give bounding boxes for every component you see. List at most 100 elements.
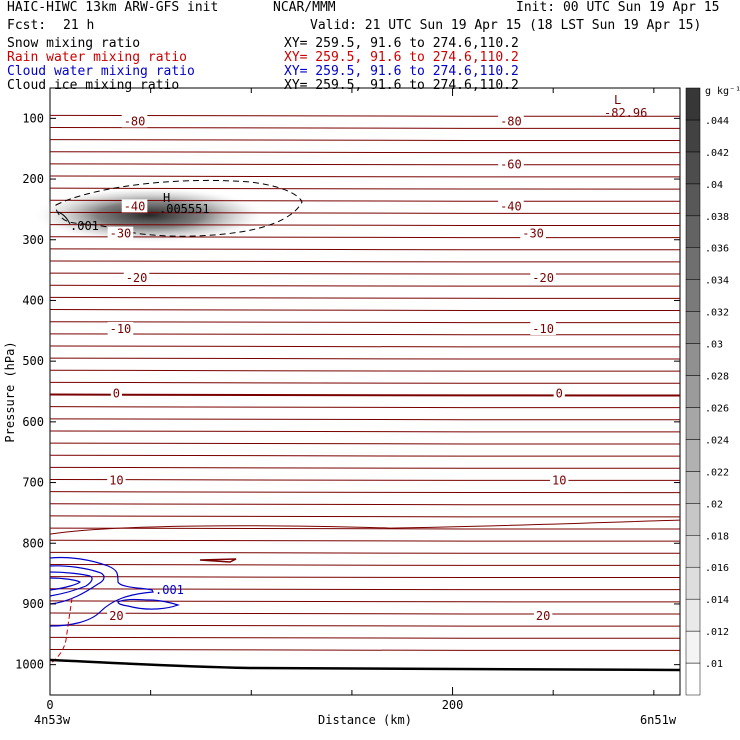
fcst-value: 21 h xyxy=(63,18,95,33)
temperature-contours xyxy=(49,114,681,651)
colorbar-segment xyxy=(685,503,701,536)
max-value: .005551 xyxy=(159,202,210,216)
colorbar-segment xyxy=(685,87,701,121)
temperature-label-bg xyxy=(498,114,524,128)
colorbar-segment xyxy=(685,662,701,696)
isotherm-line xyxy=(49,515,681,518)
min-value: -82.96 xyxy=(604,106,647,120)
temperature-label: -20 xyxy=(532,271,554,285)
y-axis-label: Pressure (hPa) xyxy=(3,341,17,442)
isotherm-line xyxy=(49,260,681,263)
isotherm-line xyxy=(49,430,681,433)
colorbar-tick-label: .012 xyxy=(705,627,729,638)
isotherm-line xyxy=(49,126,681,129)
rain-contour xyxy=(49,597,73,665)
temperature-label-bg xyxy=(498,199,524,213)
isotherm-line xyxy=(49,139,681,142)
temperature-label-bg xyxy=(550,473,569,487)
y-tick-label: 900 xyxy=(22,597,44,611)
isotherm-line xyxy=(49,466,681,469)
colorbar-tick-label: .032 xyxy=(705,308,729,319)
plot-frame xyxy=(49,87,681,696)
temperature-label: 0 xyxy=(556,386,563,400)
isotherm-line xyxy=(49,418,681,421)
y-tick-label: 1000 xyxy=(15,658,44,672)
colorbar-tick-label: .022 xyxy=(705,467,729,478)
isotherm-line xyxy=(49,345,681,348)
isotherm-line xyxy=(49,393,681,397)
valid-time: Valid: 21 UTC Sun 19 Apr 15 (18 LST Sun … xyxy=(310,18,702,33)
colorbar-tick-label: .036 xyxy=(705,244,729,255)
colorbar-segment xyxy=(685,247,701,280)
colorbar-segment xyxy=(685,566,701,600)
temperature-label: -80 xyxy=(124,114,146,128)
isotherm-line xyxy=(49,539,681,542)
field-snow-name: Snow mixing ratio xyxy=(7,36,141,51)
y-tick-label: 400 xyxy=(22,293,44,307)
field-rain-xy: XY= 259.5, 91.6 to 274.6,110.2 xyxy=(284,50,519,65)
isotherm-line xyxy=(49,369,681,372)
init-time: Init: 00 UTC Sun 19 Apr 15 xyxy=(516,0,720,15)
colorbar-tick-label: .028 xyxy=(705,372,729,383)
colorbar-segment xyxy=(685,471,701,504)
temperature-labels: -80 -80-60-40 -40-30 -30-20 -20-10 -100 010 102… xyxy=(107,114,569,623)
isotherm-line xyxy=(49,527,681,530)
temperature-label-bg xyxy=(533,609,553,623)
temperature-label: 20 xyxy=(536,609,550,623)
isotherm-line xyxy=(49,551,681,554)
temperature-label-bg xyxy=(553,386,565,400)
x-axis-label: Distance (km) xyxy=(318,713,412,727)
temperature-label: 20 xyxy=(109,609,123,623)
temperature-label-bg xyxy=(107,226,134,240)
colorbar-segment xyxy=(685,407,701,440)
isotherm-line xyxy=(49,296,681,299)
x-axis: 0 20 0 xyxy=(46,88,655,712)
colorbar-tick-label: .042 xyxy=(705,148,729,159)
y-tick-label: 300 xyxy=(22,233,44,247)
colorbar-segment xyxy=(685,343,701,376)
ground-line xyxy=(49,658,681,672)
field-ice-name: Cloud ice mixing ratio xyxy=(7,78,180,93)
temperature-label: -40 xyxy=(124,199,146,213)
field-cloudwater-name: Cloud water mixing ratio xyxy=(7,64,195,79)
colorbar-segment xyxy=(685,535,701,568)
field-snow-xy: XY= 259.5, 91.6 to 274.6,110.2 xyxy=(284,36,519,51)
isotherm-line xyxy=(49,151,681,154)
org-label: NCAR/MMM xyxy=(273,0,336,15)
temperature-label-bg xyxy=(498,157,524,171)
temperature-label-bg xyxy=(121,114,148,128)
colorbar-tick-label: .02 xyxy=(705,499,723,510)
isotherm-line xyxy=(49,211,681,214)
fcst-label: Fcst: xyxy=(7,18,47,33)
temperature-label: -10 xyxy=(110,322,132,336)
temperature-label: 10 xyxy=(109,474,123,488)
temperature-label: -30 xyxy=(522,227,544,241)
temperature-label-bg xyxy=(110,386,123,400)
colorbar-unit: g kg⁻¹ xyxy=(705,86,740,97)
colorbar-tick-label: .038 xyxy=(705,212,729,223)
temperature-label-bg xyxy=(530,321,556,335)
isotherm-line xyxy=(49,309,681,311)
isotherm-line xyxy=(49,612,681,615)
isotherm-line xyxy=(49,454,681,457)
snow-contour-small xyxy=(57,211,71,225)
temperature-label-bg xyxy=(520,226,546,240)
x-tick-label: 0 xyxy=(46,698,53,712)
colorbar-tick-label: .018 xyxy=(705,531,729,542)
snow-contour xyxy=(55,179,303,237)
temperature-label-bg xyxy=(107,609,126,623)
colorbar-segment xyxy=(685,311,701,344)
isotherm-line xyxy=(49,648,681,651)
y-tick-label: 600 xyxy=(22,415,44,429)
temperature-label: 10 xyxy=(552,474,566,488)
min-marker: L xyxy=(614,93,621,107)
colorbar-tick-label: .016 xyxy=(705,563,729,574)
isotherm-line xyxy=(49,175,681,178)
colorbar-tick-label: .014 xyxy=(705,595,729,606)
isotherm-line xyxy=(49,600,681,603)
x-start-location: 4n53w xyxy=(34,713,71,727)
y-tick-label: 500 xyxy=(22,354,44,368)
isotherm-line xyxy=(49,321,681,324)
colorbar-segment xyxy=(685,215,701,248)
isotherm-line xyxy=(49,624,681,627)
